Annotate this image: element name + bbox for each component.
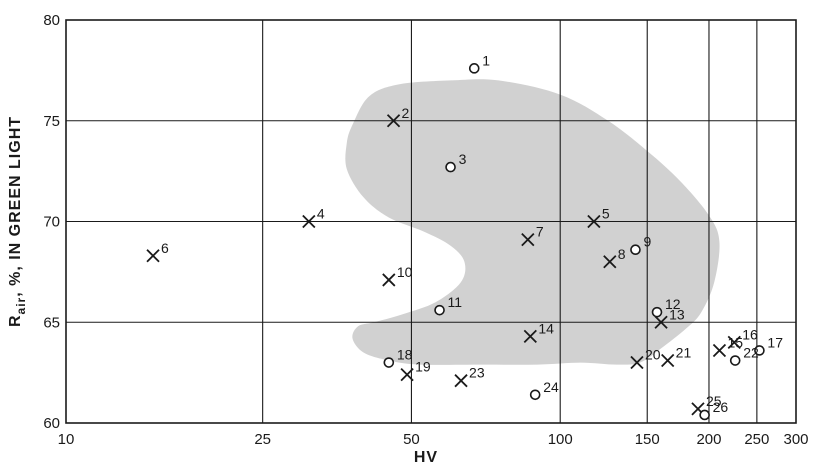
y-tick-label-80: 80	[43, 12, 60, 29]
point-label-14: 14	[538, 320, 554, 336]
point-label-7: 7	[536, 224, 544, 240]
point-label-17: 17	[767, 334, 783, 350]
x-tick-label-250: 250	[744, 431, 769, 448]
x-tick-label-25: 25	[254, 431, 271, 448]
cross-marker-2	[386, 114, 401, 128]
point-label-16: 16	[742, 326, 758, 342]
x-axis-label: HV	[414, 449, 438, 466]
cross-marker-23	[454, 374, 468, 388]
circle-marker-26	[699, 409, 710, 421]
circle-marker-1	[468, 63, 480, 74]
point-label-6: 6	[161, 240, 169, 256]
y-tick-label-65: 65	[43, 314, 60, 331]
point-label-10: 10	[397, 264, 413, 280]
x-tick-label-300: 300	[783, 431, 808, 448]
cross-marker-13	[654, 315, 668, 329]
circle-marker-17	[754, 345, 765, 356]
point-label-21: 21	[676, 345, 692, 361]
cross-marker-8	[603, 255, 617, 269]
cross-marker-4	[302, 214, 316, 229]
circle-marker-12	[651, 306, 663, 318]
y-axis-label-main: R	[7, 314, 24, 327]
circle-marker-9	[630, 244, 641, 256]
x-tick-label-150: 150	[635, 431, 660, 448]
point-label-13: 13	[669, 306, 685, 322]
point-label-1: 1	[482, 52, 490, 68]
point-label-11: 11	[448, 294, 463, 310]
circle-marker-18	[383, 357, 395, 368]
cross-marker-7	[521, 232, 535, 247]
y-tick-label-60: 60	[43, 415, 60, 432]
point-label-23: 23	[469, 365, 485, 381]
y-axis-label-subscript: air	[14, 297, 28, 315]
point-label-25: 25	[706, 393, 722, 409]
grid-layer	[66, 19, 796, 424]
point-label-18: 18	[397, 347, 413, 363]
x-tick-label-100: 100	[548, 431, 573, 448]
point-label-2: 2	[402, 105, 410, 121]
x-tick-label-10: 10	[58, 431, 75, 448]
point-label-5: 5	[602, 206, 610, 222]
cross-marker-5	[587, 214, 601, 229]
cross-marker-6	[146, 249, 160, 263]
point-label-8: 8	[618, 246, 626, 262]
point-label-9: 9	[643, 234, 651, 250]
point-label-3: 3	[459, 151, 467, 167]
y-tick-label-70: 70	[43, 214, 60, 231]
cross-marker-16	[727, 335, 741, 350]
circle-marker-3	[445, 161, 456, 173]
x-tick-label-50: 50	[403, 431, 420, 448]
cross-marker-15	[712, 343, 727, 358]
y-axis-label-rest: , %, IN GREEN LIGHT	[7, 116, 24, 297]
point-label-19: 19	[415, 359, 431, 375]
circle-marker-11	[434, 304, 445, 316]
point-label-26: 26	[713, 399, 729, 415]
cross-marker-19	[400, 368, 414, 382]
point-label-20: 20	[645, 347, 661, 363]
circle-marker-22	[729, 355, 741, 366]
plot-frame	[65, 19, 797, 424]
point-label-24: 24	[543, 379, 559, 395]
point-label-4: 4	[317, 206, 325, 222]
y-tick-label-75: 75	[43, 113, 60, 130]
circle-marker-24	[529, 389, 541, 401]
point-label-22: 22	[743, 345, 759, 361]
x-tick-label-200: 200	[696, 431, 721, 448]
cross-marker-10	[382, 273, 396, 287]
point-label-12: 12	[665, 296, 681, 312]
cross-marker-14	[523, 329, 537, 343]
cross-marker-20	[630, 355, 644, 370]
y-axis-label: Rair, %, IN GREEN LIGHT	[7, 116, 28, 327]
cross-marker-21	[661, 353, 675, 368]
